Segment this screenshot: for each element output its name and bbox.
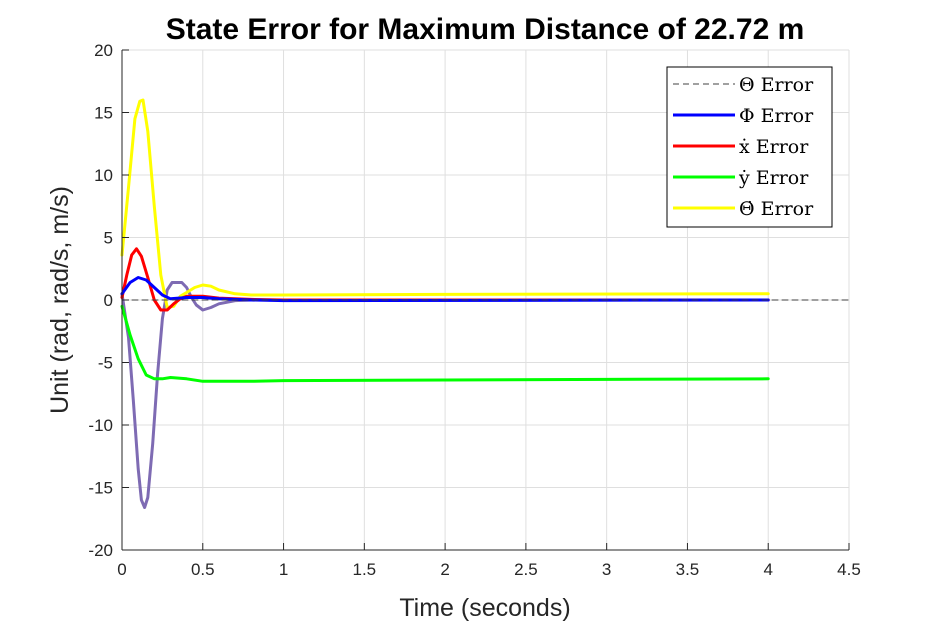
chart-title: State Error for Maximum Distance of 22.7… (166, 13, 805, 46)
series-line-3 (120, 304, 770, 383)
legend-label-0: Θ Error (739, 74, 814, 96)
legend-label-2: ẋ Error (739, 136, 809, 158)
x-tick-label: 3 (602, 560, 611, 579)
x-tick-label: 4 (763, 560, 772, 579)
y-axis-label: Unit (rad, rad/s, m/s) (46, 186, 74, 414)
x-tick-label: 1 (279, 560, 288, 579)
axes (121, 49, 850, 551)
legend: Θ Error Φ Error ẋ Error ẏ Error Θ̇ Error (666, 66, 833, 228)
legend-label-4: Θ̇ Error (739, 198, 814, 220)
x-tick-label: 0 (117, 560, 126, 579)
series-line-1 (120, 276, 770, 303)
y-tick-label: 0 (104, 291, 113, 310)
tick-labels: 0 0.5 1 1.5 2 2.5 3 3.5 4 4.5 -20 -15 -10 -5 0 5 10 15 20 (88, 41, 860, 579)
y-tick-label: -5 (98, 354, 113, 373)
y-tick-label: -20 (88, 541, 113, 560)
series-group (120, 98, 850, 509)
series-line-4 (120, 98, 770, 309)
y-tick-label: 5 (104, 229, 113, 248)
x-tick-label: 1.5 (353, 560, 377, 579)
legend-label-1: Φ Error (739, 105, 814, 127)
x-axis-label: Time (seconds) (399, 594, 570, 622)
y-tick-label: -15 (88, 479, 113, 498)
x-tick-label: 2.5 (514, 560, 538, 579)
y-tick-label: 20 (94, 41, 113, 60)
y-tick-label: -10 (88, 416, 113, 435)
legend-label-3: ẏ Error (738, 167, 809, 189)
x-tick-label: 0.5 (191, 560, 215, 579)
series-line-5 (120, 281, 770, 509)
x-tick-label: 3.5 (676, 560, 700, 579)
x-tick-label: 2 (440, 560, 449, 579)
y-tick-label: 15 (94, 104, 113, 123)
y-tick-label: 10 (94, 166, 113, 185)
x-tick-label: 4.5 (837, 560, 861, 579)
